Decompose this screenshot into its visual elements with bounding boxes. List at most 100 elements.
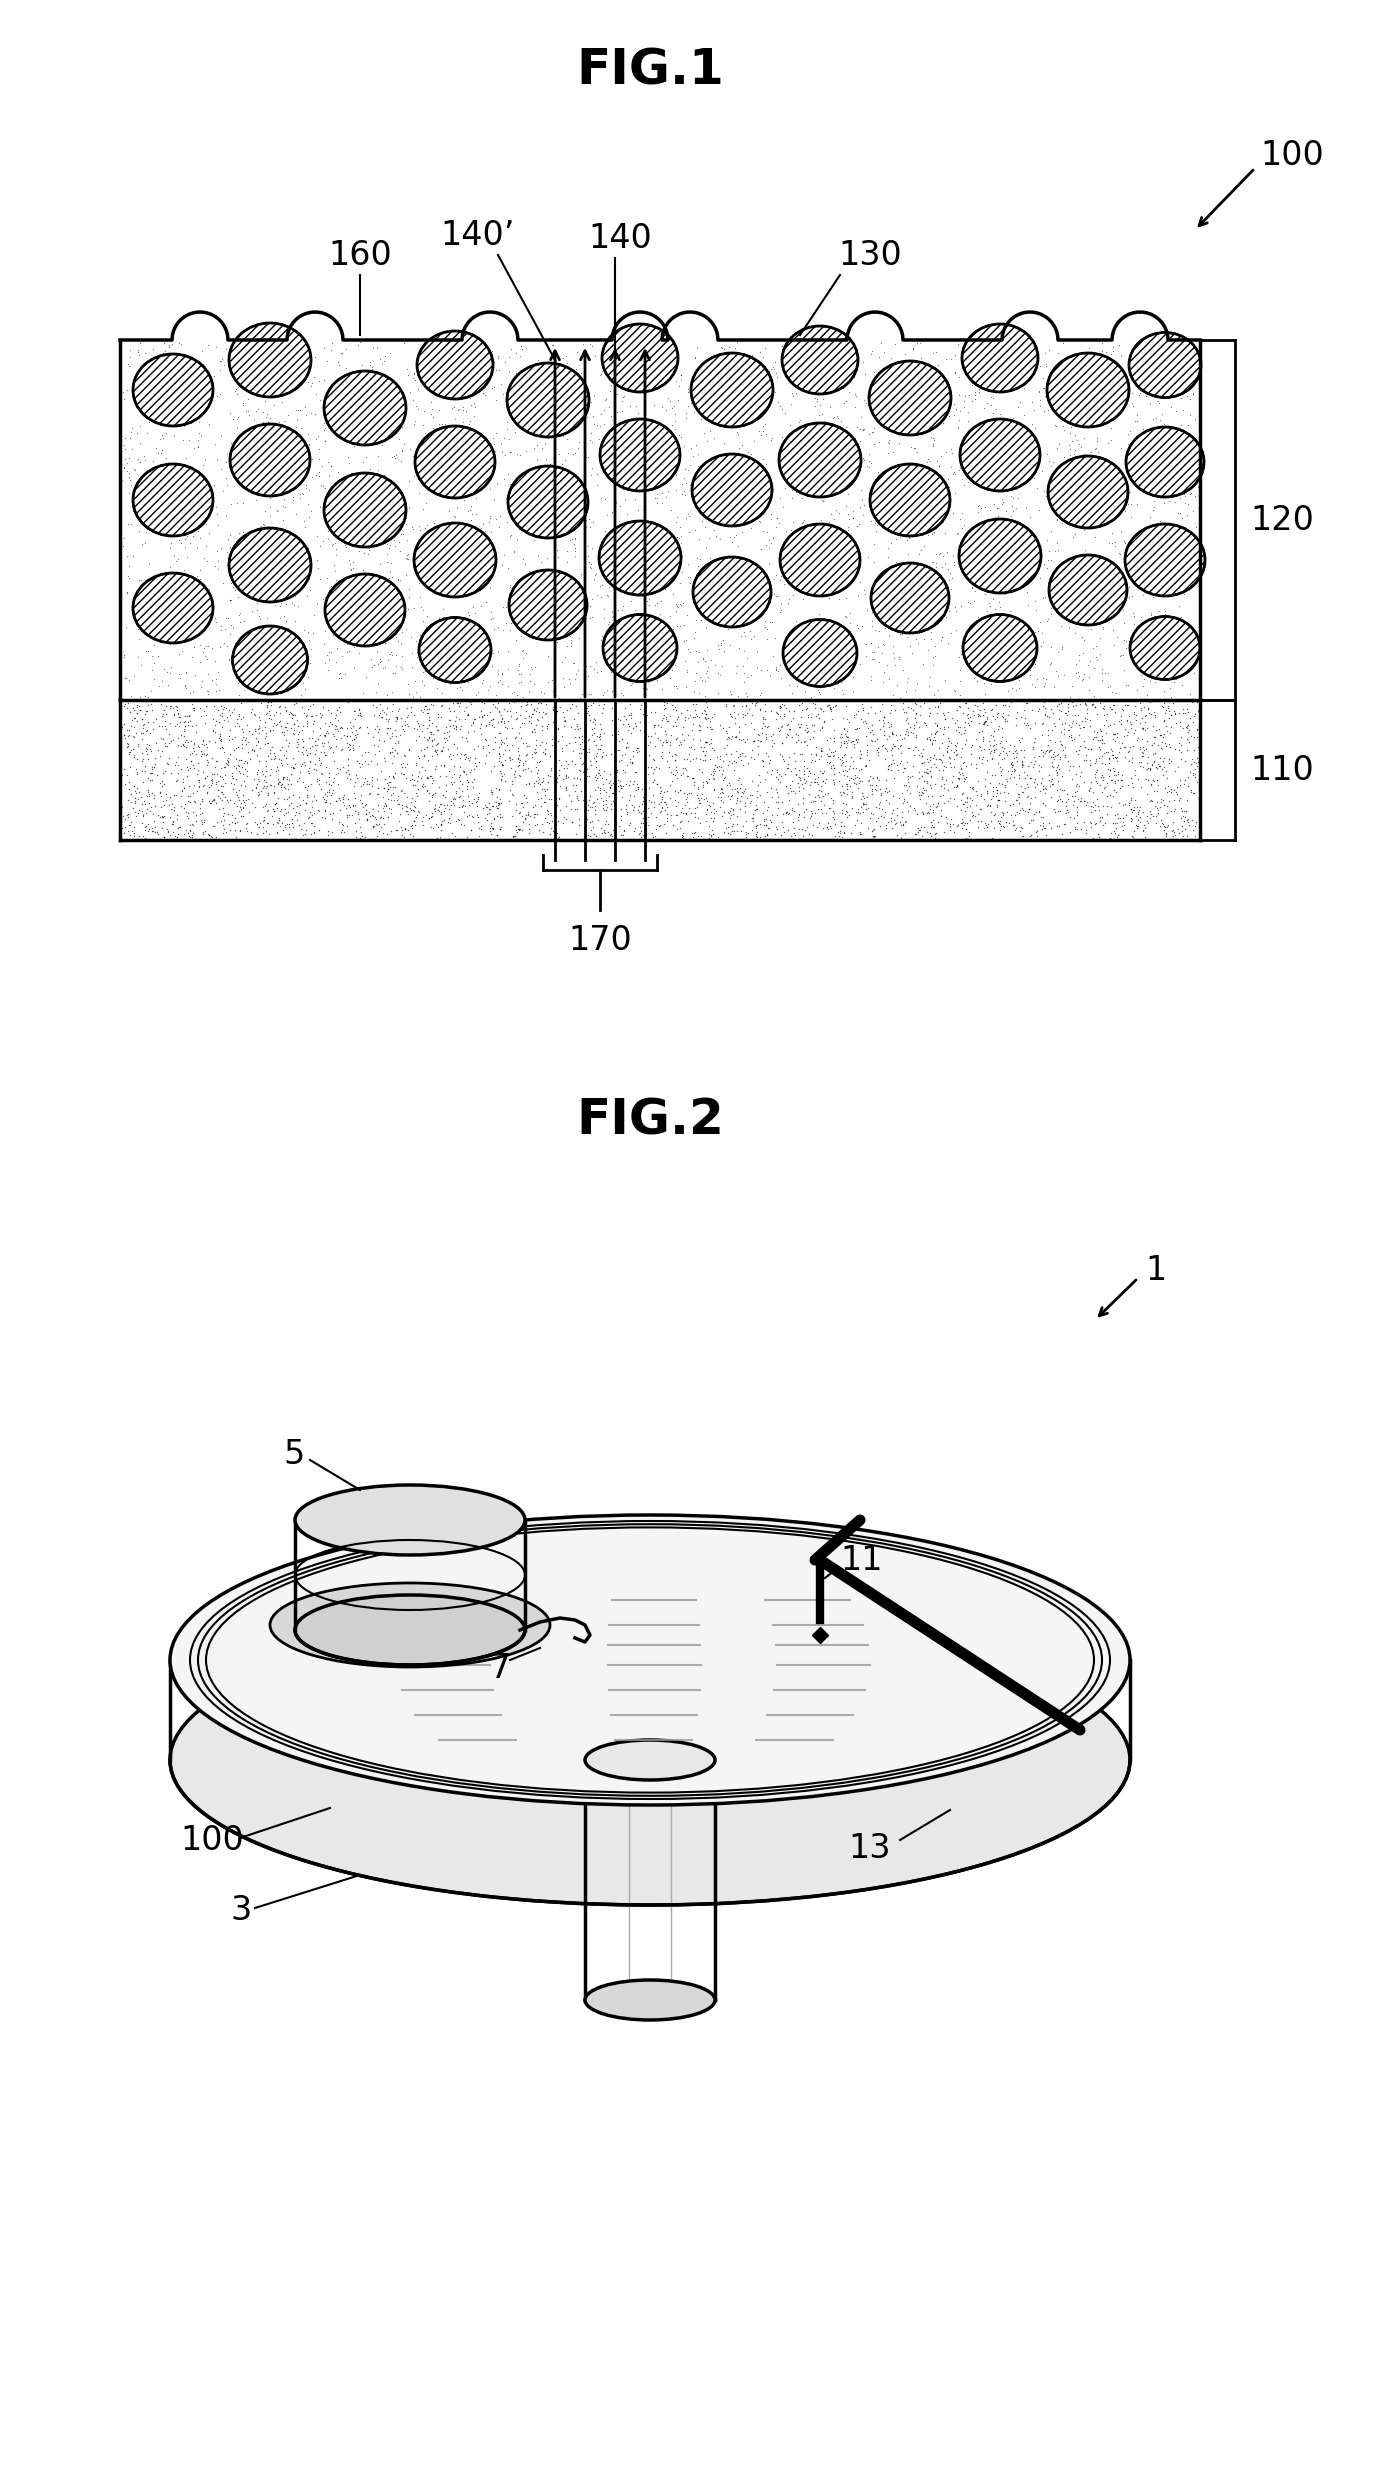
Point	[1062, 361, 1084, 400]
Point	[599, 784, 622, 823]
Point	[662, 574, 685, 613]
Point	[235, 339, 257, 378]
Point	[324, 534, 346, 574]
Point	[1035, 729, 1058, 769]
Point	[327, 700, 349, 739]
Point	[390, 635, 412, 675]
Point	[495, 378, 517, 418]
Point	[967, 457, 989, 497]
Point	[113, 418, 136, 457]
Point	[605, 801, 627, 840]
Point	[348, 633, 370, 672]
Point	[1021, 747, 1044, 786]
Point	[275, 692, 298, 732]
Point	[546, 722, 569, 761]
Point	[974, 388, 996, 428]
Point	[717, 492, 739, 531]
Point	[1066, 811, 1088, 850]
Point	[503, 494, 525, 534]
Point	[486, 789, 509, 828]
Point	[422, 685, 444, 724]
Point	[802, 341, 824, 381]
Point	[560, 803, 583, 843]
Point	[127, 336, 149, 376]
Point	[317, 771, 339, 811]
Point	[761, 638, 784, 677]
Point	[687, 709, 710, 749]
Point	[823, 423, 845, 462]
Point	[176, 697, 198, 737]
Point	[326, 489, 348, 529]
Point	[418, 774, 440, 813]
Point	[1044, 707, 1066, 747]
Point	[499, 517, 521, 556]
Point	[792, 784, 814, 823]
Point	[844, 373, 866, 413]
Point	[831, 351, 854, 391]
Point	[151, 660, 173, 700]
Point	[281, 583, 303, 623]
Point	[1176, 405, 1199, 445]
Point	[985, 388, 1007, 428]
Point	[1085, 420, 1108, 460]
Point	[468, 808, 490, 848]
Point	[891, 578, 914, 618]
Point	[1046, 685, 1069, 724]
Point	[712, 620, 735, 660]
Point	[186, 349, 208, 388]
Point	[807, 803, 830, 843]
Point	[170, 334, 193, 373]
Point	[837, 373, 859, 413]
Point	[302, 363, 324, 403]
Point	[394, 808, 416, 848]
Point	[177, 813, 200, 853]
Point	[803, 378, 826, 418]
Point	[768, 709, 791, 749]
Point	[1130, 742, 1153, 781]
Point	[923, 702, 946, 742]
Point	[680, 428, 703, 467]
Point	[771, 737, 793, 776]
Point	[418, 645, 440, 685]
Point	[453, 786, 475, 826]
Point	[267, 366, 289, 405]
Point	[954, 791, 977, 831]
Point	[806, 606, 828, 645]
Point	[203, 806, 225, 845]
Point	[197, 353, 219, 393]
Point	[247, 707, 270, 747]
Point	[250, 751, 272, 791]
Point	[989, 324, 1011, 363]
Point	[700, 798, 722, 838]
Point	[842, 722, 865, 761]
Point	[1173, 470, 1196, 509]
Point	[718, 707, 740, 747]
Point	[1013, 396, 1035, 435]
Point	[781, 801, 803, 840]
Point	[458, 596, 481, 635]
Point	[622, 764, 644, 803]
Point	[381, 729, 404, 769]
Point	[194, 438, 217, 477]
Point	[725, 514, 747, 554]
Point	[400, 371, 422, 410]
Point	[1078, 771, 1101, 811]
Point	[645, 480, 668, 519]
Point	[1003, 756, 1025, 796]
Point	[939, 806, 961, 845]
Point	[1127, 376, 1150, 415]
Point	[265, 801, 288, 840]
Point	[232, 383, 254, 423]
Point	[742, 682, 764, 722]
Point	[997, 803, 1020, 843]
Point	[1000, 630, 1023, 670]
Point	[869, 806, 891, 845]
Point	[1097, 541, 1119, 581]
Point	[240, 462, 263, 502]
Point	[504, 504, 527, 544]
Point	[816, 687, 838, 727]
Point	[511, 630, 534, 670]
Point	[847, 707, 869, 747]
Point	[395, 759, 418, 798]
Point	[877, 749, 900, 789]
